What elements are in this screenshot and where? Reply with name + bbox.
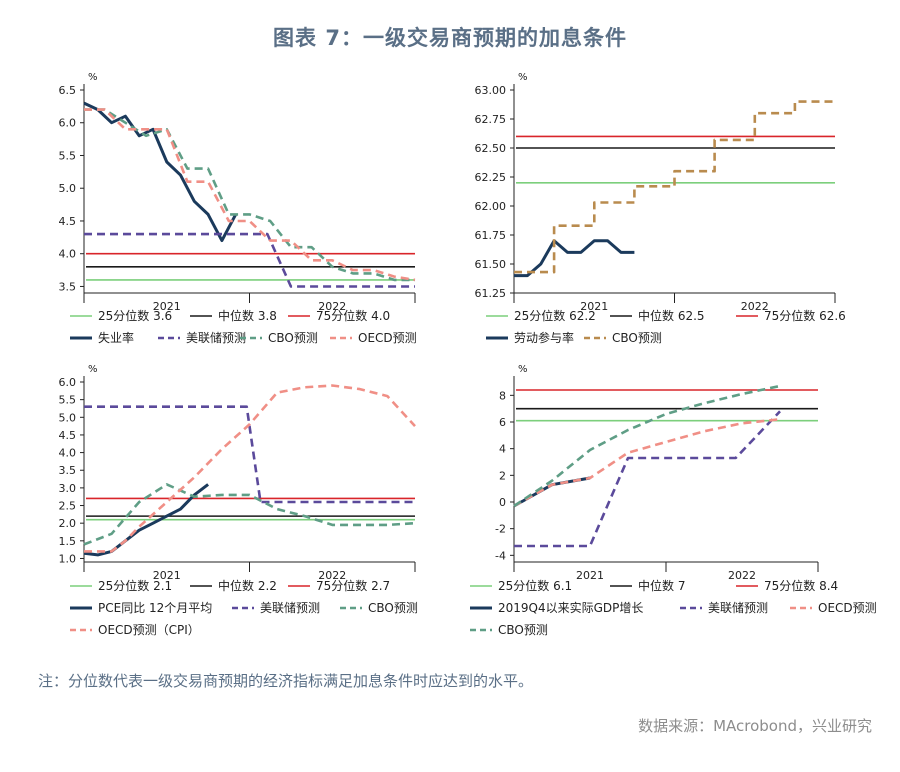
series-line — [84, 405, 415, 504]
unit-label: % — [518, 72, 528, 83]
series-line — [84, 384, 416, 553]
y-tick-label: 6 — [499, 416, 506, 429]
y-tick-label: 61.25 — [475, 287, 507, 300]
legend-label: CBO预测 — [612, 331, 662, 345]
legend-label: 劳动参与率 — [514, 330, 574, 345]
y-tick-label: -2 — [495, 523, 506, 536]
y-tick-label: 6.5 — [59, 84, 77, 97]
y-tick-label: 62.50 — [475, 142, 507, 155]
y-tick-label: 63.00 — [475, 84, 507, 97]
series-line — [514, 410, 781, 548]
y-tick-label: 5.0 — [59, 411, 77, 424]
y-tick-label: 2.0 — [59, 517, 77, 530]
series-line — [513, 384, 781, 508]
legend-label: 25分位数 2.1 — [98, 578, 172, 593]
chart-participation: % 61.25 61.50 61.75 62.00 62.25 62.50 62.75 63.0… — [475, 72, 846, 345]
unit-label: % — [88, 364, 98, 375]
y-tick-label: 62.75 — [475, 113, 507, 126]
y-tick-label: 1.0 — [59, 552, 77, 565]
legend-label: 失业率 — [98, 330, 134, 345]
y-tick-label: 4.5 — [59, 215, 77, 228]
legend-label: 中位数 2.2 — [218, 578, 277, 593]
legend-label: 75分位数 2.7 — [316, 578, 390, 593]
y-tick-label: 3.5 — [59, 464, 77, 477]
y-tick-label: 61.75 — [475, 229, 507, 242]
legend-label: OECD预测 — [358, 331, 417, 345]
y-tick-label: 4.0 — [59, 248, 77, 261]
legend-label: PCE同比 12个月平均 — [98, 601, 212, 615]
legend-label: 美联储预测 — [186, 330, 246, 345]
series-line — [83, 483, 210, 557]
legend-label: 中位数 7 — [638, 578, 685, 593]
y-tick-label: 0 — [499, 496, 506, 509]
y-tick-label: 2.5 — [59, 500, 77, 513]
y-tick-label: 4.0 — [59, 447, 77, 460]
y-tick-label: 2 — [499, 469, 506, 482]
y-tick-label: 1.5 — [59, 535, 77, 548]
series-line — [514, 239, 635, 278]
x-group-label: 2021 — [153, 300, 181, 313]
footnote: 注：分位数代表一级交易商预期的经济指标满足加息条件时应达到的水平。 — [38, 672, 534, 690]
x-group-label: 2021 — [153, 569, 181, 582]
legend-label: CBO预测 — [268, 331, 318, 345]
x-group-label: 2022 — [728, 569, 756, 582]
series-line — [83, 101, 238, 243]
legend-label: 美联储预测 — [708, 600, 768, 615]
y-tick-label: 62.25 — [475, 171, 507, 184]
x-group-label: 2021 — [580, 300, 608, 313]
series-line — [514, 100, 835, 274]
legend-label: 75分位数 4.0 — [316, 308, 390, 323]
x-group-label: 2022 — [318, 300, 346, 313]
y-tick-label: 61.50 — [475, 258, 507, 271]
legend-label: 75分位数 62.6 — [764, 308, 846, 323]
source-note: 数据来源：MAcrobond，兴业研究 — [638, 717, 872, 735]
x-group-label: 2022 — [741, 300, 769, 313]
y-tick-label: 62.00 — [475, 200, 507, 213]
legend-label: 美联储预测 — [260, 600, 320, 615]
series-line — [513, 418, 781, 508]
unit-label: % — [88, 72, 98, 83]
legend-label: 中位数 3.8 — [218, 308, 277, 323]
x-group-label: 2022 — [318, 569, 346, 582]
y-tick-label: 6.0 — [59, 117, 77, 130]
legend-label: CBO预测 — [368, 601, 418, 615]
y-tick-label: 3.5 — [59, 280, 77, 293]
legend-label: OECD预测（CPI） — [98, 623, 200, 637]
legend-label: 25分位数 6.1 — [498, 578, 572, 593]
y-tick-label: 5.5 — [59, 149, 77, 162]
chart-unemployment: % 3.5 4.0 4.5 5.0 5.5 6.0 6.5 2021 2022 25分位数 3.6 中… — [59, 72, 417, 345]
legend-label: OECD预测 — [818, 601, 877, 615]
series-line — [83, 483, 416, 546]
series-line — [84, 108, 415, 282]
y-tick-label: -4 — [495, 549, 506, 562]
y-tick-label: 8 — [499, 389, 506, 402]
legend-label: CBO预测 — [498, 623, 548, 637]
legend-label: 75分位数 8.4 — [764, 578, 838, 593]
chart-pce: % 1.0 1.5 2.0 2.5 3.0 3.5 4.0 4.5 5.0 5.5 6.0 2021 20… — [59, 364, 418, 637]
series-line — [84, 232, 415, 288]
x-group-label: 2021 — [576, 569, 604, 582]
y-tick-label: 5.5 — [59, 394, 77, 407]
y-tick-label: 6.0 — [59, 376, 77, 389]
figure-title: 图表 7：一级交易商预期的加息条件 — [273, 26, 627, 50]
legend-label: 中位数 62.5 — [638, 308, 705, 323]
y-tick-label: 4.5 — [59, 429, 77, 442]
legend-label: 25分位数 3.6 — [98, 308, 172, 323]
legend-label: 2019Q4以来实际GDP增长 — [498, 600, 643, 615]
y-tick-label: 3.0 — [59, 482, 77, 495]
y-tick-label: 5.0 — [59, 182, 77, 195]
y-tick-label: 4 — [499, 443, 506, 456]
unit-label: % — [518, 364, 528, 375]
legend-label: 25分位数 62.2 — [514, 308, 596, 323]
chart-gdp: % -4 -2 0 2 4 6 8 2021 2022 25分位数 6.1 中位数 7 75分位数 8.… — [470, 364, 877, 637]
